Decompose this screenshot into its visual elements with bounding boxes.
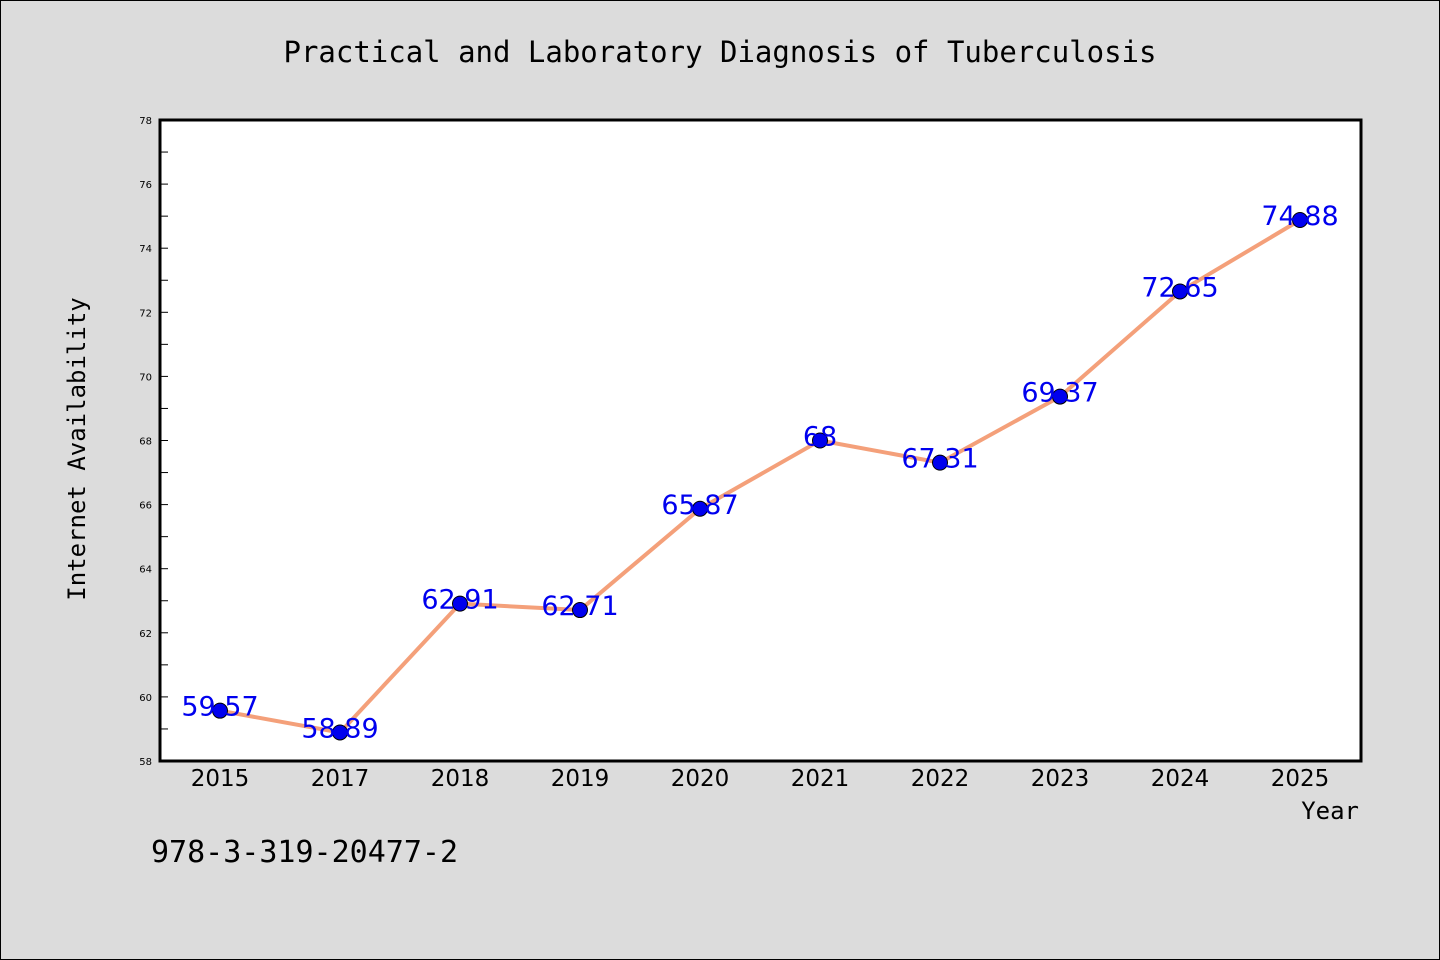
y-tick-label: 68	[139, 437, 152, 448]
chart-title: Practical and Laboratory Diagnosis of Tu…	[283, 35, 1157, 69]
data-label: 59.57	[181, 692, 258, 723]
x-tick-label: 2015	[191, 766, 250, 792]
data-label: 58.89	[301, 713, 378, 744]
data-label: 62.91	[421, 585, 498, 616]
x-tick-label: 2024	[1151, 766, 1210, 792]
y-axis-label: Internet Availability	[63, 297, 91, 601]
y-tick-label: 72	[139, 308, 152, 319]
x-axis-label: Year	[1301, 797, 1359, 825]
data-point	[572, 602, 588, 619]
data-point	[212, 702, 228, 719]
data-label: 65.87	[661, 490, 738, 521]
data-label: 68	[803, 422, 837, 453]
data-label: 62.71	[541, 591, 618, 622]
x-tick-label: 2023	[1031, 766, 1090, 792]
data-point	[452, 595, 468, 612]
series-line	[219, 218, 1302, 735]
data-point	[332, 724, 348, 741]
data-point	[1292, 211, 1308, 228]
data-point	[812, 432, 828, 449]
x-tick-label: 2021	[791, 766, 850, 792]
data-point	[932, 454, 948, 471]
y-tick-label: 70	[139, 372, 152, 383]
x-tick-label: 2022	[911, 766, 970, 792]
x-tick-label: 2017	[311, 766, 370, 792]
data-point	[1172, 283, 1188, 300]
plot-frame	[158, 118, 1363, 763]
plot-background	[160, 120, 1361, 761]
y-tick-label: 58	[139, 757, 152, 768]
y-tick-label: 60	[139, 693, 152, 704]
y-tick-label: 64	[139, 565, 152, 576]
data-label: 72.65	[1141, 272, 1218, 303]
y-tick-label: 74	[139, 244, 152, 255]
x-tick-label: 2018	[431, 766, 490, 792]
y-tick-label: 78	[139, 116, 152, 127]
data-label: 74.88	[1261, 201, 1338, 232]
data-label: 69.37	[1021, 378, 1098, 409]
data-point	[692, 500, 708, 517]
data-label: 67.31	[901, 444, 978, 475]
y-tick-label: 66	[139, 501, 152, 512]
data-point	[1052, 388, 1068, 405]
y-tick-label: 62	[139, 629, 152, 640]
y-tick-label: 76	[139, 180, 152, 191]
x-tick-label: 2019	[551, 766, 610, 792]
isbn-annotation: 978-3-319-20477-2	[151, 835, 459, 870]
x-tick-label: 2020	[671, 766, 730, 792]
x-tick-label: 2025	[1271, 766, 1330, 792]
